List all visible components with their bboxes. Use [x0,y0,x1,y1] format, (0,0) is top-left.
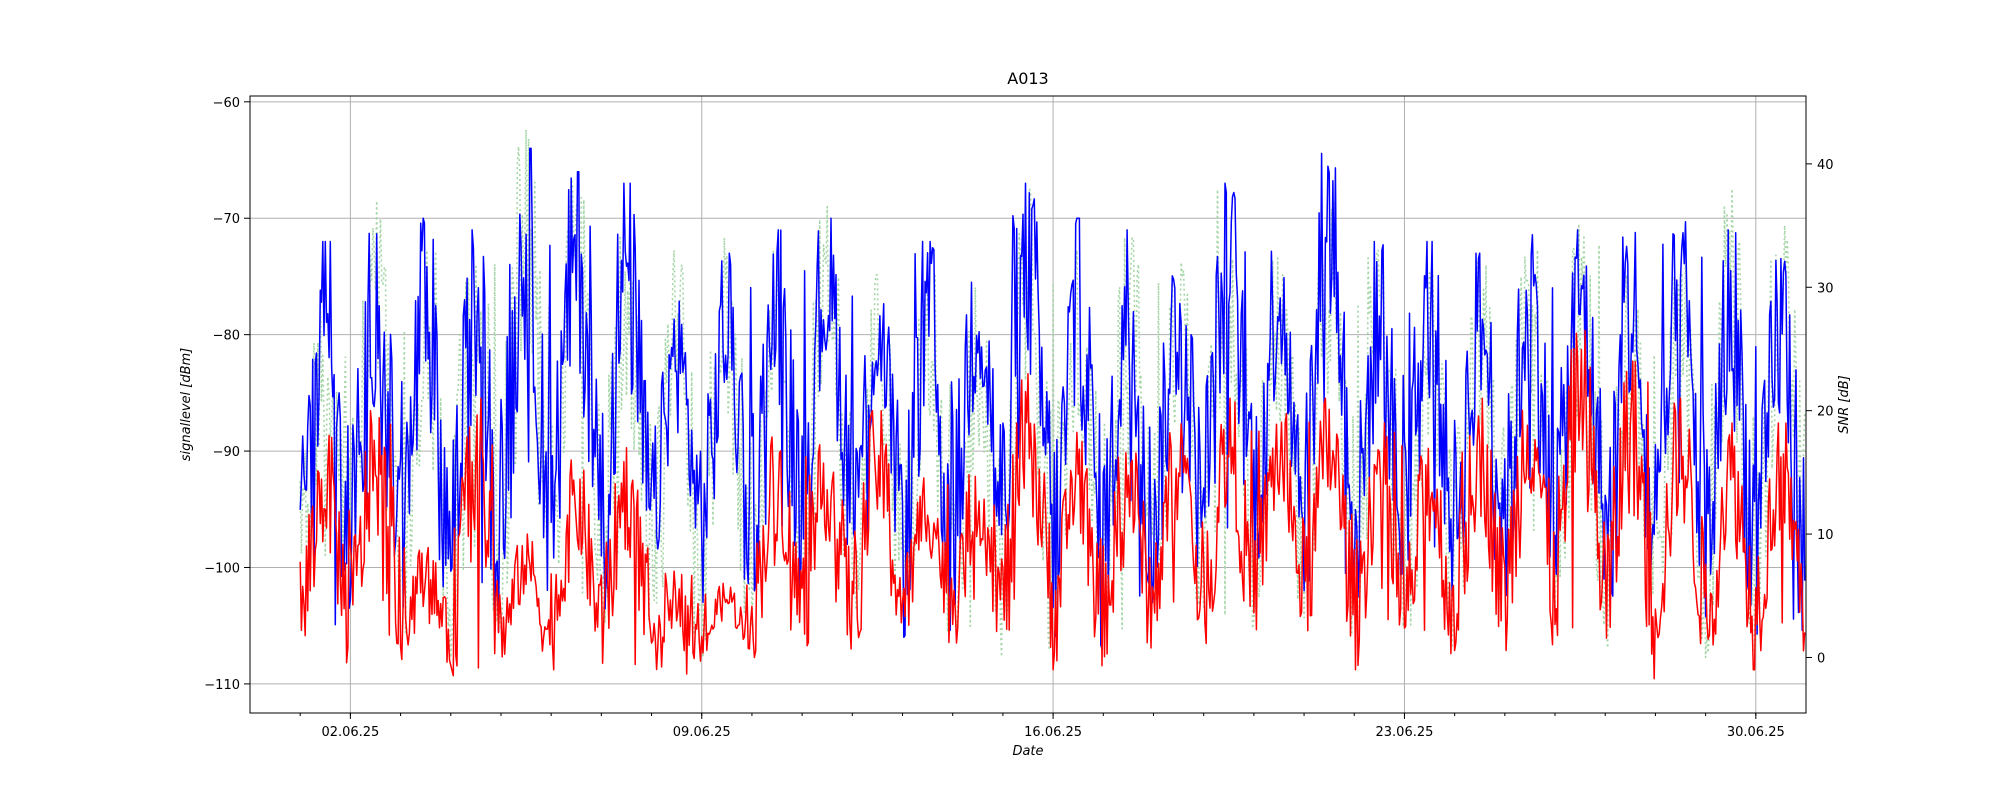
y-left-tick-label: −70 [213,212,240,227]
series-line-3 [299,329,1806,680]
ticks-layer: 02.06.25 09.06.25 16.06.25 23.06.25 30.06.25… [204,96,1833,740]
y-right-tick-label: 30 [1817,281,1834,296]
y-right-tick-label: 40 [1817,158,1834,173]
x-tick-label: 30.06.25 [1727,725,1785,740]
y-left-tick-label: −110 [204,678,240,693]
x-axis-label: Date [1012,744,1043,759]
chart-title: A013 [1007,69,1048,88]
x-tick-label: 23.06.25 [1376,725,1434,740]
y-right-tick-label: 10 [1817,528,1834,543]
y-left-tick-label: −100 [204,561,240,576]
x-tick-label: 16.06.25 [1024,725,1082,740]
x-tick-label: 02.06.25 [321,725,379,740]
plot-frame [249,95,1807,714]
y-right-tick-label: 0 [1817,651,1825,666]
y-left-tick-label: −80 [213,329,240,344]
x-tick-label: 09.06.25 [673,725,731,740]
y-left-tick-label: −60 [213,96,240,111]
y-left-axis-label: signallevel [dBm] [179,348,194,461]
y-right-tick-label: 20 [1817,405,1834,420]
series-layer [299,128,1806,680]
y-right-axis-label: SNR [dB] [1837,375,1852,433]
y-left-tick-label: −90 [213,445,240,460]
